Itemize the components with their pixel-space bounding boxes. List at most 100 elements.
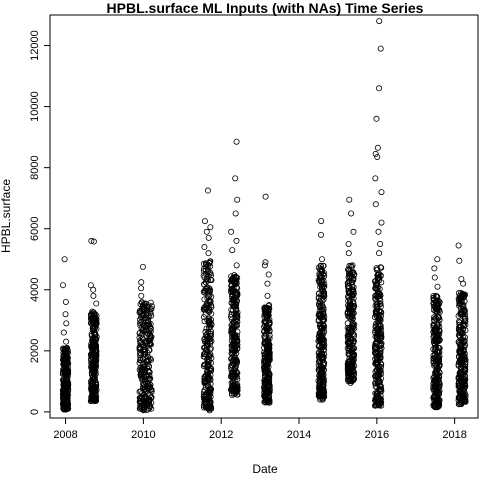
data-point (372, 150, 379, 157)
data-point (372, 307, 379, 314)
data-point (137, 322, 144, 329)
data-point (231, 345, 238, 352)
data-point (458, 336, 465, 343)
data-point (87, 282, 94, 289)
data-point (375, 376, 382, 383)
data-point (378, 219, 385, 226)
data-point (317, 333, 324, 340)
data-point (373, 115, 380, 122)
x-tick-label: 2008 (53, 429, 77, 441)
data-point (462, 311, 469, 318)
data-point (202, 346, 209, 353)
data-point (202, 338, 209, 345)
data-point (320, 382, 327, 389)
data-point (456, 292, 463, 299)
data-point (61, 256, 68, 263)
data-point (61, 346, 68, 353)
data-point (372, 175, 379, 182)
data-point (347, 262, 354, 269)
data-point (63, 320, 70, 327)
data-point (140, 301, 147, 308)
data-point (346, 369, 353, 376)
data-point (137, 395, 144, 402)
data-point (377, 341, 384, 348)
data-point (88, 383, 95, 390)
data-point (318, 279, 325, 286)
data-point (207, 276, 214, 283)
data-point (138, 292, 145, 299)
data-point (350, 365, 357, 372)
data-point (92, 317, 99, 324)
data-point (60, 396, 67, 403)
data-point (137, 320, 144, 327)
data-point (349, 315, 356, 322)
data-point (203, 228, 210, 235)
data-point (143, 304, 150, 311)
data-point (266, 327, 273, 334)
data-point (377, 303, 384, 310)
data-point (346, 376, 353, 383)
data-point (231, 387, 238, 394)
data-point (433, 306, 440, 313)
data-point (144, 400, 151, 407)
data-point (461, 353, 468, 360)
data-point (372, 349, 379, 356)
data-point (228, 299, 235, 306)
data-point (232, 277, 239, 284)
data-point (461, 378, 468, 385)
data-point (373, 299, 380, 306)
data-point (62, 354, 69, 361)
data-point (316, 337, 323, 344)
data-point (62, 384, 69, 391)
data-point (349, 356, 356, 363)
data-point (434, 283, 441, 290)
data-point (318, 371, 325, 378)
data-point (435, 301, 442, 308)
data-point (345, 294, 352, 301)
data-point (319, 282, 326, 289)
data-point (458, 390, 465, 397)
data-point (207, 328, 214, 335)
data-point (205, 293, 212, 300)
data-point (375, 315, 382, 322)
data-point (59, 394, 66, 401)
data-point (63, 395, 70, 402)
data-point (89, 392, 96, 399)
data-point (461, 356, 468, 363)
data-point (63, 353, 70, 360)
data-point (345, 250, 352, 257)
data-point (138, 285, 145, 292)
data-point (434, 309, 441, 316)
data-point (145, 369, 152, 376)
data-point (456, 300, 463, 307)
data-point (320, 353, 327, 360)
data-point (457, 305, 464, 312)
data-point (60, 361, 67, 368)
data-point (462, 361, 469, 368)
data-point (231, 356, 238, 363)
data-point (460, 293, 467, 300)
data-point (376, 250, 383, 257)
data-point (62, 311, 69, 318)
data-point (372, 292, 379, 299)
data-point (458, 276, 465, 283)
data-point (201, 281, 208, 288)
y-tick-label: 10000 (29, 91, 41, 122)
data-point (64, 391, 71, 398)
data-point (434, 338, 441, 345)
data-point (457, 328, 464, 335)
data-point (378, 279, 385, 286)
data-point (458, 329, 465, 336)
data-point (60, 401, 67, 408)
data-point (264, 280, 271, 287)
data-point (434, 386, 441, 393)
data-point (349, 368, 356, 375)
data-point (208, 293, 215, 300)
data-point (233, 262, 240, 269)
y-tick-label: 4000 (29, 278, 41, 302)
data-point (206, 301, 213, 308)
data-point (262, 381, 269, 388)
data-point (264, 350, 271, 357)
data-point (376, 311, 383, 318)
data-point (263, 396, 270, 403)
